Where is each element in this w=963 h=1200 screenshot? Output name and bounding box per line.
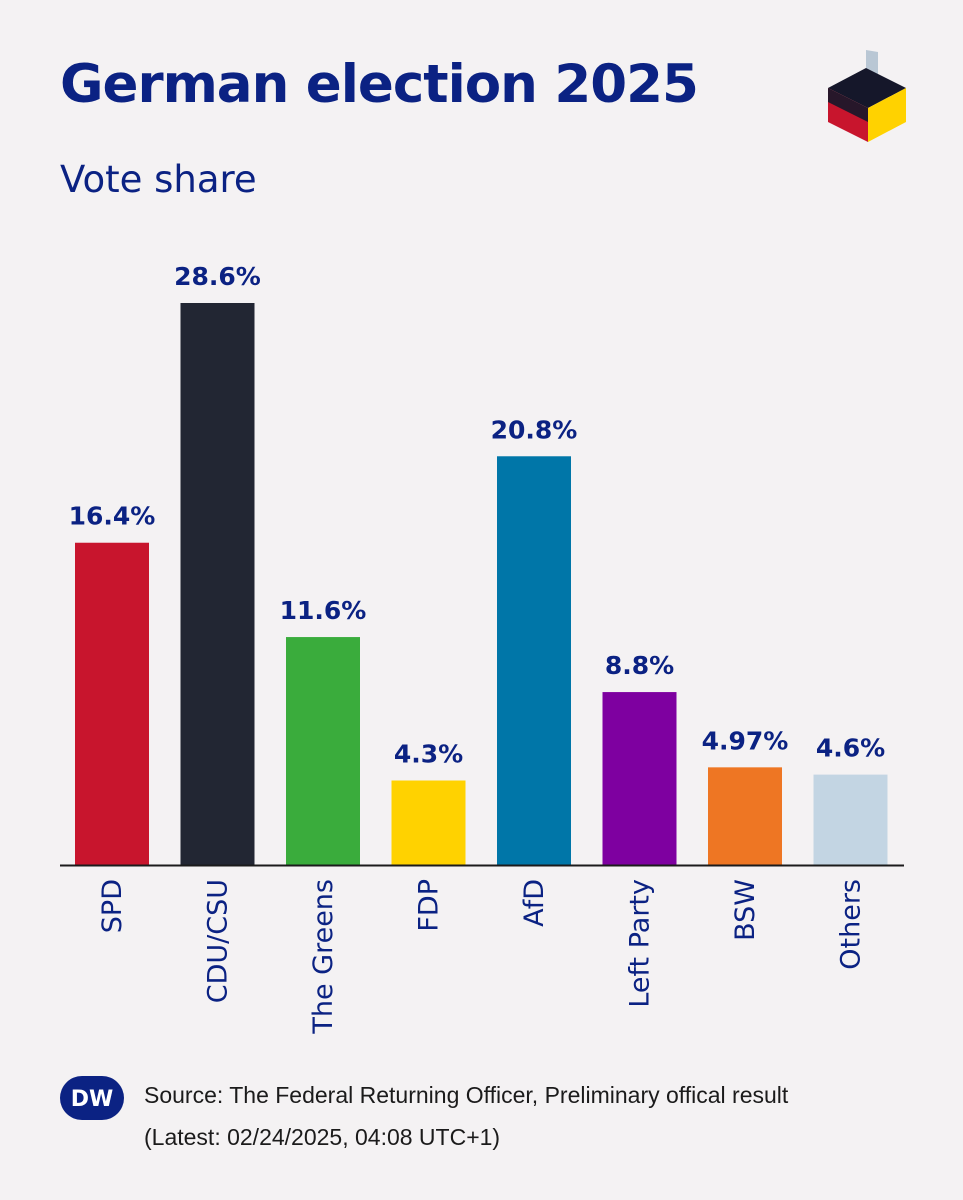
value-label: 16.4% bbox=[69, 502, 156, 531]
bar-left-party bbox=[602, 692, 677, 865]
page-title: German election 2025 bbox=[60, 54, 699, 115]
category-label: The Greens bbox=[308, 879, 339, 1035]
bar-chart: 16.4% SPD 28.6% CDU/CSU 11.6% The Greens 4.3% F… bbox=[60, 262, 904, 1035]
category-label: Left Party bbox=[625, 879, 656, 1008]
value-label: 4.6% bbox=[816, 734, 885, 763]
chart-subtitle: Vote share bbox=[60, 158, 257, 201]
source-text: Source: The Federal Returning Officer, P… bbox=[144, 1082, 789, 1108]
bar-cdu-csu bbox=[180, 303, 255, 865]
value-label: 4.3% bbox=[394, 740, 463, 769]
category-label: AfD bbox=[519, 879, 550, 927]
dw-logo-icon: DW bbox=[60, 1076, 124, 1120]
bar-afd bbox=[497, 456, 571, 865]
value-label: 8.8% bbox=[605, 651, 674, 680]
value-label: 20.8% bbox=[491, 415, 578, 444]
bar-bsw bbox=[708, 767, 782, 865]
bar-fdp bbox=[391, 780, 466, 865]
bar-the-greens bbox=[286, 637, 360, 865]
value-label: 28.6% bbox=[174, 262, 261, 291]
value-label: 4.97% bbox=[702, 726, 789, 755]
category-label: BSW bbox=[730, 879, 761, 941]
category-label: Others bbox=[836, 879, 867, 970]
bar-others bbox=[813, 774, 888, 865]
category-label: SPD bbox=[97, 879, 128, 933]
bar-spd bbox=[75, 542, 149, 865]
category-label: FDP bbox=[414, 879, 445, 932]
ballot-box-logo-icon bbox=[828, 50, 906, 142]
category-label: CDU/CSU bbox=[203, 879, 234, 1003]
value-label: 11.6% bbox=[280, 596, 367, 625]
timestamp-text: (Latest: 02/24/2025, 04:08 UTC+1) bbox=[144, 1124, 501, 1150]
svg-text:DW: DW bbox=[71, 1087, 114, 1112]
